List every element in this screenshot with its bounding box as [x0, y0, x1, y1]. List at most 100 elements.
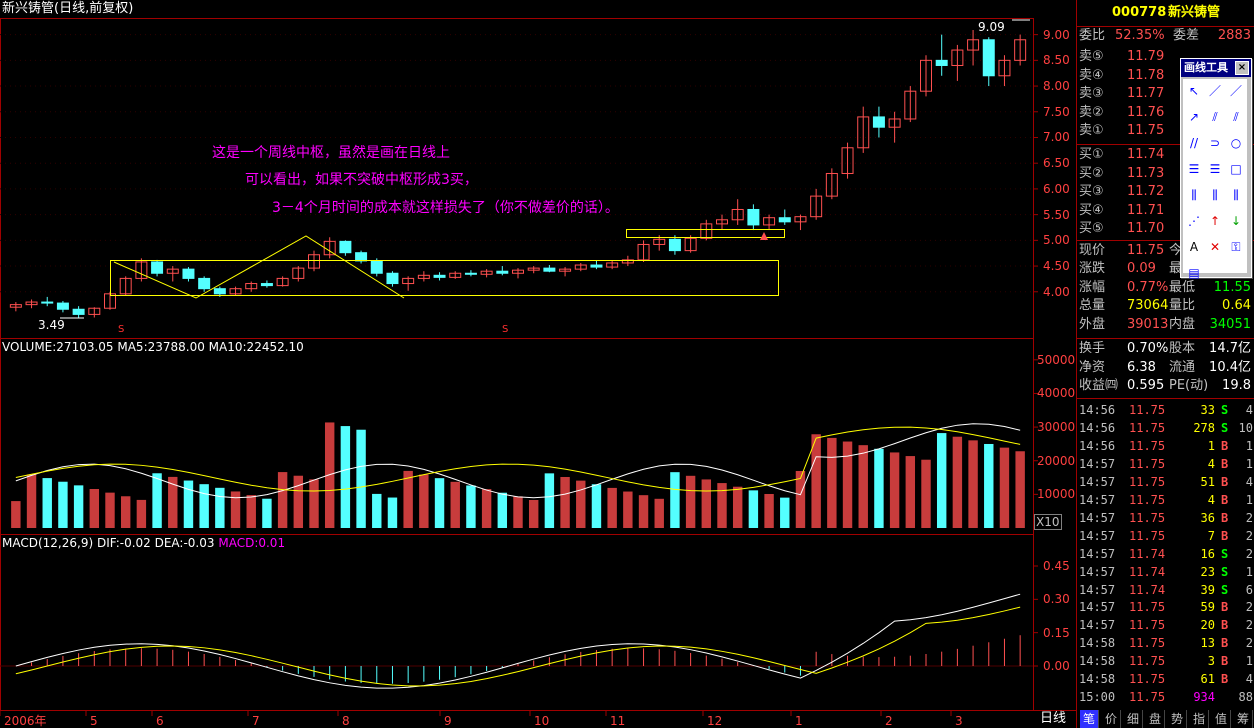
- price-axis-label: 6.00: [1043, 181, 1070, 196]
- bid-label: 买①: [1079, 147, 1104, 162]
- tick-count: 1: [1245, 564, 1253, 579]
- up-arrow-tool-icon[interactable]: ↑: [1209, 214, 1221, 228]
- panel-divider: [1077, 338, 1254, 339]
- circle-tool-icon[interactable]: ○: [1230, 136, 1242, 150]
- bid-price: 11.73: [1127, 165, 1165, 181]
- text-tool-icon[interactable]: A: [1189, 240, 1199, 254]
- bid-label: 买②: [1079, 165, 1104, 181]
- tick-volume: 13: [1200, 636, 1215, 651]
- bottom-tab-6[interactable]: 值: [1212, 710, 1231, 728]
- candle-body: [606, 262, 619, 268]
- tick-count: 2: [1245, 546, 1253, 561]
- weicha-value: 2883: [1217, 28, 1251, 43]
- candle-body: [9, 304, 22, 308]
- lock-tool-icon[interactable]: ⚿: [1231, 240, 1241, 254]
- time-axis-label: 1: [795, 714, 803, 728]
- volume-bar: [293, 475, 304, 528]
- tick-row: 14:57 11.75 4 B 1: [1077, 491, 1254, 509]
- bottom-tab-5[interactable]: 指: [1190, 710, 1209, 728]
- volume-bar: [921, 459, 931, 528]
- stat-row: 涨跌 0.09 最: [1077, 260, 1254, 278]
- tick-price: 11.75: [1129, 474, 1166, 489]
- bottom-tab-4[interactable]: 势: [1168, 710, 1187, 728]
- toolbox-tools: ↖ ／ ／ ↗ ⫽ ⫽ // ⊃ ○ ☰ ☰ □ ⫼ ⫼ ⫼ ⋰ ↑ ↓ A ✕ ⚿ ▤: [1183, 79, 1247, 280]
- candle-body: [72, 308, 85, 315]
- gold-ratio-tool-icon[interactable]: ☰: [1188, 162, 1200, 176]
- percent-line-tool-icon[interactable]: ☰: [1209, 162, 1221, 176]
- drawing-toolbox[interactable]: 画线工具 × ↖ ／ ／ ↗ ⫽ ⫽ // ⊃ ○ ☰ ☰ □ ⫼ ⫼ ⫼ ⋰ ↑ ↓ A ✕ ⚿ ▤: [1180, 58, 1252, 280]
- macd-axis-label: 0.00: [1043, 659, 1070, 673]
- bottom-tab-2[interactable]: 细: [1124, 710, 1143, 728]
- arrow-line-tool-icon[interactable]: ↗: [1188, 110, 1200, 124]
- candle-body: [370, 260, 383, 274]
- bid-row: 买① 11.74: [1077, 146, 1254, 164]
- ray-tool-icon[interactable]: ／: [1229, 84, 1242, 98]
- macd-dif-line: [15, 593, 1021, 689]
- volume-axis-label: 50000: [1037, 352, 1076, 367]
- candle-body: [778, 217, 791, 223]
- channel-tool-icon[interactable]: ⫽: [1233, 110, 1239, 124]
- bid-label: 买③: [1079, 184, 1104, 200]
- parallel-line-tool-icon[interactable]: ⫽: [1212, 110, 1218, 124]
- volume-bar: [544, 473, 555, 528]
- toolbox-title[interactable]: 画线工具 ×: [1181, 59, 1251, 77]
- stat-row: 涨幅 0.77% 最低 11.55: [1077, 279, 1254, 297]
- volume-bar: [11, 501, 21, 528]
- bottom-tab-7[interactable]: 筹: [1234, 710, 1253, 728]
- toolbox-list-icon[interactable]: ▤: [1188, 266, 1200, 280]
- time-cycle-tool-icon[interactable]: ⫼: [1191, 188, 1197, 202]
- ask-price: 11.79: [1127, 49, 1165, 64]
- tick-count: 1: [1245, 456, 1253, 471]
- stock-code: 000778: [1112, 5, 1167, 20]
- tick-row: 14:56 11.75 1 B 1: [1077, 437, 1254, 455]
- close-icon[interactable]: ×: [1235, 61, 1249, 75]
- volume-bar: [827, 437, 837, 528]
- chart-title: 新兴铸管(日线,前复权): [2, 1, 134, 16]
- bottom-tab-1[interactable]: 价: [1102, 710, 1121, 728]
- candle-body: [88, 307, 101, 315]
- rectangle-tool-icon[interactable]: □: [1230, 162, 1242, 176]
- tick-time: 14:57: [1079, 582, 1116, 597]
- candle-body: [763, 217, 776, 226]
- zhongshu-box: [110, 260, 779, 296]
- volume-bar: [42, 478, 52, 528]
- tick-price: 11.75: [1129, 690, 1166, 705]
- volume-bar: [199, 484, 209, 528]
- bottom-tab-0[interactable]: 笔: [1080, 710, 1099, 728]
- linear-regression-tool-icon[interactable]: ⫼: [1233, 188, 1239, 202]
- volume-ma5-line: [15, 423, 1021, 499]
- volume-bar: [795, 470, 806, 528]
- volume-bar: [638, 495, 649, 528]
- stat-value: 73064: [1127, 298, 1169, 314]
- arc-tool-icon[interactable]: ⊃: [1209, 136, 1221, 150]
- bottom-tab-3[interactable]: 盘: [1146, 710, 1165, 728]
- tick-side: B: [1221, 636, 1229, 651]
- cursor-tool-icon[interactable]: ↖: [1188, 84, 1200, 98]
- macd-header: MACD(12,26,9) DIF:-0.02 DEA:-0.03 MACD:0…: [2, 536, 285, 550]
- price-panel-frame: [0, 18, 1034, 339]
- candle-body: [935, 59, 948, 66]
- gann-fan-tool-icon[interactable]: ⋰: [1188, 214, 1200, 228]
- candle-body: [135, 261, 148, 279]
- ask-price: 11.78: [1127, 67, 1165, 83]
- parallel-channel-tool-icon[interactable]: //: [1189, 136, 1199, 150]
- ask-label: 卖③: [1079, 86, 1104, 102]
- candle-body: [637, 243, 650, 261]
- fibonacci-tool-icon[interactable]: ⫼: [1212, 188, 1218, 202]
- tick-price: 11.74: [1129, 582, 1166, 597]
- stat-label: 收益㈣: [1079, 378, 1119, 394]
- price-axis-label: 4.00: [1043, 284, 1070, 299]
- time-axis-label: 7: [252, 714, 260, 728]
- line-tool-icon[interactable]: ／: [1208, 84, 1221, 98]
- candle-body: [339, 240, 352, 254]
- stat-value: 0.09: [1127, 261, 1156, 277]
- delete-tool-icon[interactable]: ✕: [1209, 240, 1221, 254]
- volume-bar: [560, 476, 570, 528]
- chart-canvas[interactable]: [0, 0, 1076, 728]
- macd-axis-label: 0.15: [1043, 625, 1070, 640]
- bid-price: 11.70: [1127, 221, 1165, 237]
- period-label[interactable]: 日线: [1040, 711, 1067, 726]
- down-arrow-tool-icon[interactable]: ↓: [1230, 214, 1242, 228]
- stat-label: 总量: [1079, 298, 1106, 314]
- volume-bar: [105, 492, 115, 528]
